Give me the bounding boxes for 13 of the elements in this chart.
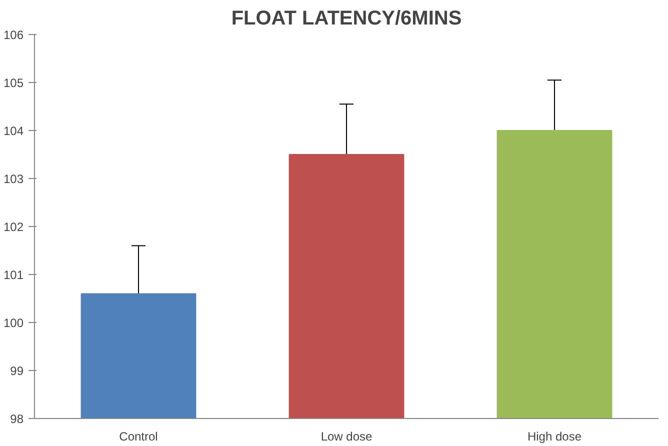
y-tick-label: 106 bbox=[3, 28, 24, 42]
y-tick-label: 105 bbox=[3, 76, 24, 90]
y-tick-label: 100 bbox=[3, 316, 24, 330]
x-tick-label: High dose bbox=[527, 430, 582, 444]
chart-title: FLOAT LATENCY/6MINS bbox=[231, 8, 462, 30]
y-tick-label: 101 bbox=[3, 268, 24, 282]
y-tick-label: 104 bbox=[3, 124, 24, 138]
y-tick-label: 103 bbox=[3, 172, 24, 186]
y-tick-label: 98 bbox=[10, 412, 24, 426]
y-tick-label: 99 bbox=[10, 364, 24, 378]
y-tick-label: 102 bbox=[3, 220, 24, 234]
x-tick-label: Low dose bbox=[320, 430, 373, 444]
x-tick-label: Control bbox=[119, 430, 158, 444]
